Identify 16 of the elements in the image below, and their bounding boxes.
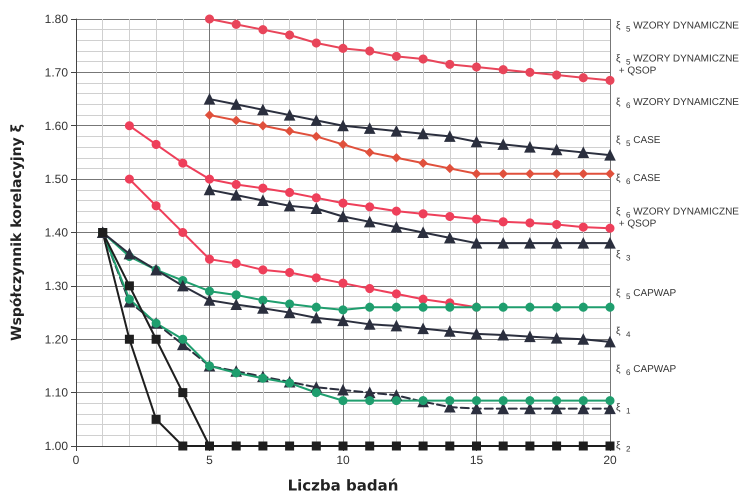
y-tick-label: 1.30 xyxy=(44,278,68,293)
x-tick-label: 0 xyxy=(72,453,80,467)
y-tick-label: 1.00 xyxy=(44,439,68,453)
y-tick-label: 1.10 xyxy=(44,386,68,400)
y-tick-label: 1.70 xyxy=(44,65,68,80)
y-tick-label: 1.20 xyxy=(44,332,68,346)
x-tick-label: 10 xyxy=(336,453,350,467)
y-tick-label: 1.50 xyxy=(44,172,68,186)
x-tick-label: 5 xyxy=(206,453,214,467)
x-tick-label: 15 xyxy=(470,453,484,467)
y-axis-title: Współczynnik korelacyjny ξ xyxy=(9,124,25,341)
x-tick-label: 20 xyxy=(603,453,617,467)
x-axis-title: Liczba badań xyxy=(288,476,398,494)
y-tick-label: 1.80 xyxy=(44,12,68,26)
y-tick-label: 1.40 xyxy=(44,226,68,240)
y-tick-label: 1.60 xyxy=(44,118,68,133)
